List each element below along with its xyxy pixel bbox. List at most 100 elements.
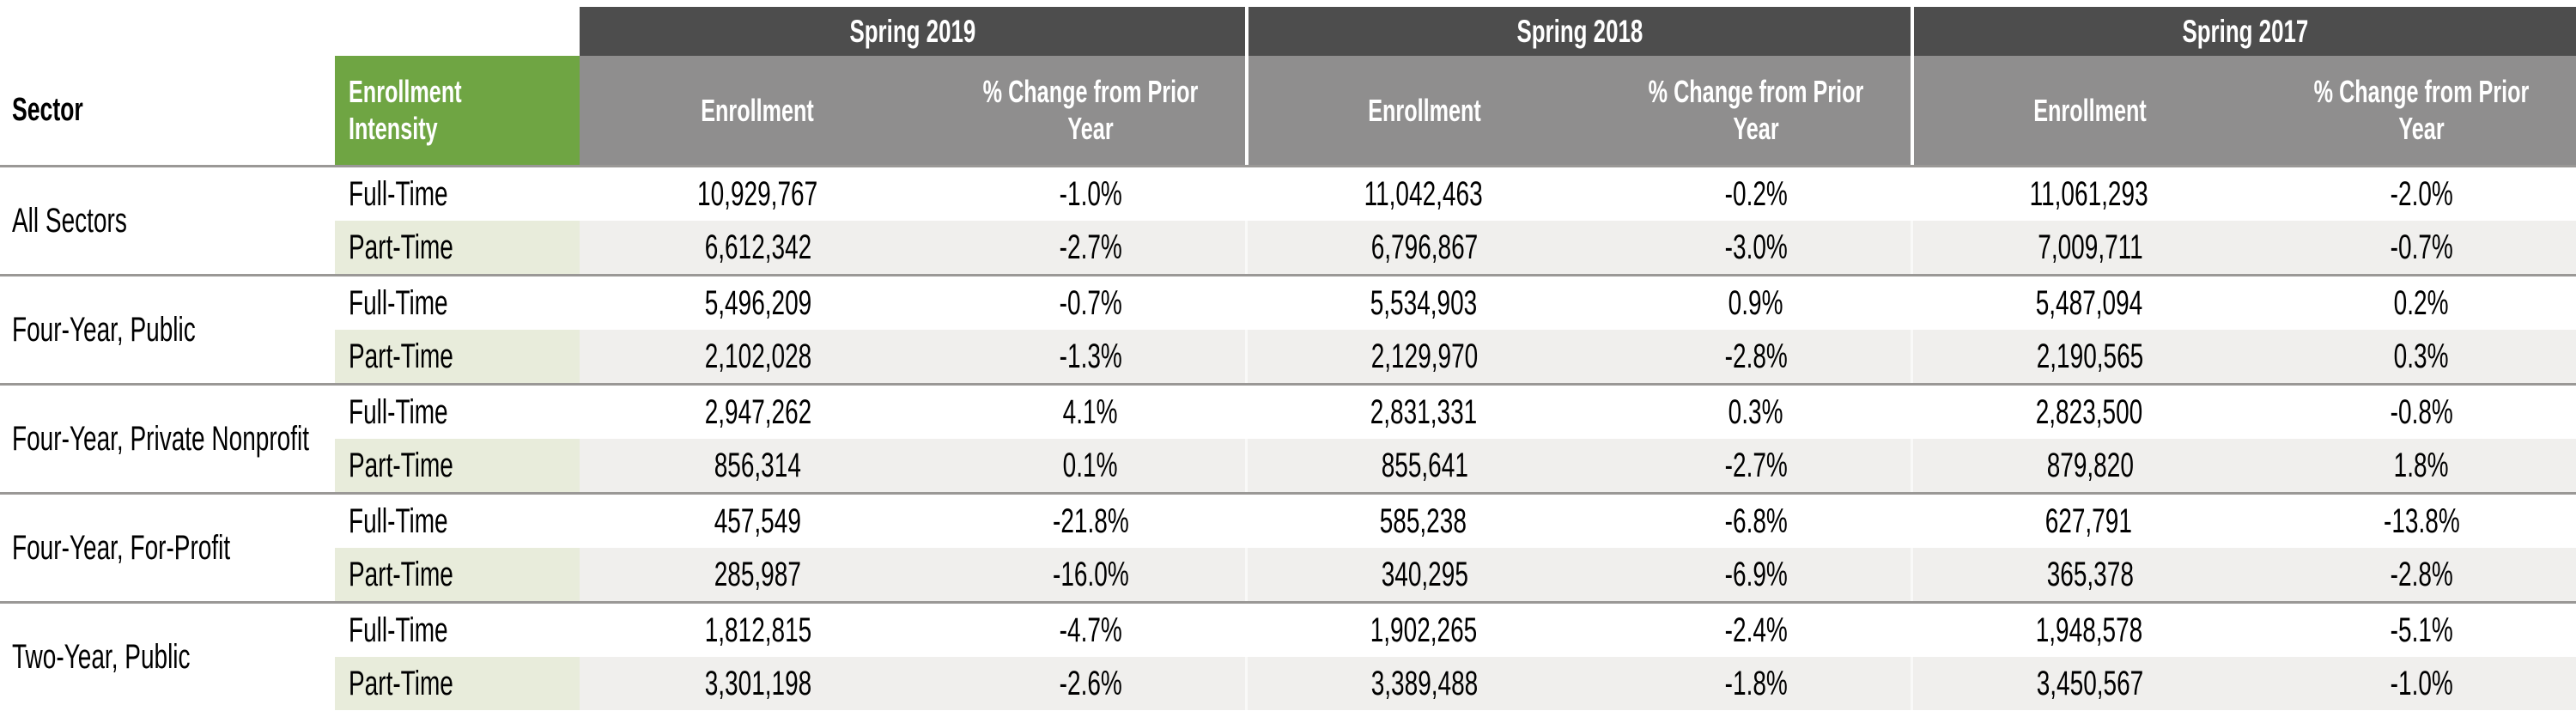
enrollment-value-cell: 2,823,500: [2035, 392, 2142, 431]
enrollment-value-cell: 5,496,209: [704, 283, 811, 322]
sector-name-cell: Four-Year, Public: [0, 276, 335, 383]
pct-change-header-2019: % Change from Prior Year: [936, 56, 1245, 165]
enrollment-value-cell: 2,102,028: [580, 330, 936, 383]
pct-change-value-cell: -0.7%: [1059, 283, 1122, 322]
header-spacer: [0, 7, 580, 56]
sector-name-cell: Two-Year, Public: [0, 604, 335, 710]
pct-change-value-cell: 4.1%: [1063, 392, 1118, 431]
pct-change-value-cell: -1.8%: [1601, 657, 1911, 710]
enrollment-value-cell: 457,549: [714, 501, 802, 540]
group-separator: [0, 274, 2576, 276]
intensity-cell-part-time: Part-Time: [335, 330, 580, 383]
intensity-cell-part-time: Part-Time: [335, 221, 580, 274]
intensity-cell-full-time: Full-Time: [349, 283, 448, 322]
group-separator: [0, 601, 2576, 604]
enrollment-value-cell: 1,948,578: [2035, 611, 2142, 649]
year-label: Spring 2019: [849, 13, 975, 49]
enrollment-value-cell: 1,812,815: [704, 611, 811, 649]
year-header-spring-2017: Spring 2017: [1911, 7, 2576, 56]
pct-change-value-cell: -3.0%: [1601, 221, 1911, 274]
sector-name-cell: All Sectors: [0, 167, 335, 274]
sector-name-cell: Four-Year, Private Nonprofit: [0, 386, 335, 492]
pct-change-value-cell: -2.0%: [2390, 174, 2453, 213]
pct-change-value-cell: 0.2%: [2394, 283, 2449, 322]
sector-group-all-sectors: All Sectors Full-Time 10,929,767 -1.0% 1…: [0, 167, 2576, 274]
enrollment-intensity-column-header: Enrollment Intensity: [335, 56, 580, 165]
year-header-row: Spring 2019 Spring 2018 Spring 2017: [0, 7, 2576, 56]
pct-change-value-cell: -0.2%: [1724, 174, 1788, 213]
enrollment-value-cell: 285,987: [580, 548, 936, 601]
year-label: Spring 2017: [2182, 13, 2308, 49]
enrollment-value-cell: 879,820: [1911, 439, 2267, 492]
group-separator: [0, 492, 2576, 495]
pct-change-header-2018: % Change from Prior Year: [1601, 56, 1911, 165]
enrollment-header-2017: Enrollment: [1911, 56, 2267, 165]
sector-column-header: Sector: [0, 56, 335, 165]
pct-change-value-cell: -1.0%: [2267, 657, 2576, 710]
enrollment-value-cell: 2,831,331: [1370, 392, 1477, 431]
pct-change-value-cell: -21.8%: [1052, 501, 1129, 540]
sector-name: Two-Year, Public: [12, 637, 191, 676]
sector-name: All Sectors: [12, 201, 127, 240]
pct-change-value-cell: -2.6%: [936, 657, 1245, 710]
pct-change-value-cell: -2.7%: [936, 221, 1245, 274]
enrollment-value-cell: 11,042,463: [1364, 174, 1483, 213]
column-header-row: Sector Enrollment Intensity Enrollment %…: [0, 56, 2576, 165]
enrollment-value-cell: 6,796,867: [1245, 221, 1601, 274]
enrollment-value-cell: 10,929,767: [697, 174, 818, 213]
enrollment-value-cell: 855,641: [1245, 439, 1601, 492]
year-header-spring-2019: Spring 2019: [580, 7, 1245, 56]
sector-group-two-year-public: Two-Year, Public Full-Time 1,812,815 -4.…: [0, 604, 2576, 710]
pct-change-value-cell: 0.3%: [1728, 392, 1783, 431]
sector-name: Four-Year, Private Nonprofit: [12, 419, 310, 458]
pct-change-value-cell: -1.0%: [1059, 174, 1122, 213]
intensity-cell-full-time: Full-Time: [349, 174, 448, 213]
pct-change-value-cell: -16.0%: [936, 548, 1245, 601]
pct-change-value-cell: 0.3%: [2267, 330, 2576, 383]
pct-change-header-2017: % Change from Prior Year: [2267, 56, 2576, 165]
enrollment-header-2018: Enrollment: [1245, 56, 1601, 165]
pct-change-value-cell: -1.3%: [936, 330, 1245, 383]
enrollment-value-cell: 11,061,293: [2029, 174, 2148, 213]
intensity-cell-part-time: Part-Time: [335, 548, 580, 601]
enrollment-value-cell: 856,314: [580, 439, 936, 492]
enrollment-value-cell: 1,902,265: [1370, 611, 1477, 649]
pct-change-value-cell: 0.9%: [1728, 283, 1783, 322]
enrollment-header-2019: Enrollment: [580, 56, 936, 165]
pct-change-value-cell: -2.8%: [1601, 330, 1911, 383]
header-separator: [0, 165, 2576, 167]
enrollment-value-cell: 5,487,094: [2035, 283, 2142, 322]
year-header-spring-2018: Spring 2018: [1245, 7, 1911, 56]
enrollment-value-cell: 2,129,970: [1245, 330, 1601, 383]
pct-change-value-cell: 1.8%: [2267, 439, 2576, 492]
pct-change-value-cell: -4.7%: [1059, 611, 1122, 649]
year-label: Spring 2018: [1516, 13, 1643, 49]
pct-change-value-cell: -2.8%: [2267, 548, 2576, 601]
enrollment-value-cell: 340,295: [1245, 548, 1601, 601]
enrollment-value-cell: 365,378: [1911, 548, 2267, 601]
enrollment-value-cell: 7,009,711: [1911, 221, 2267, 274]
pct-change-value-cell: -13.8%: [2383, 501, 2460, 540]
pct-change-value-cell: -6.8%: [1724, 501, 1788, 540]
sector-name: Four-Year, For-Profit: [12, 528, 231, 567]
intensity-cell-part-time: Part-Time: [335, 439, 580, 492]
enrollment-value-cell: 2,947,262: [704, 392, 811, 431]
group-separator: [0, 383, 2576, 386]
enrollment-value-cell: 627,791: [2044, 501, 2133, 540]
pct-change-value-cell: -5.1%: [2390, 611, 2453, 649]
pct-change-value-cell: -0.7%: [2267, 221, 2576, 274]
intensity-cell-part-time: Part-Time: [335, 657, 580, 710]
pct-change-value-cell: -0.8%: [2390, 392, 2453, 431]
enrollment-value-cell: 585,238: [1379, 501, 1467, 540]
enrollment-value-cell: 3,301,198: [580, 657, 936, 710]
intensity-cell-full-time: Full-Time: [349, 611, 448, 649]
enrollment-value-cell: 3,450,567: [1911, 657, 2267, 710]
pct-change-value-cell: -2.4%: [1724, 611, 1788, 649]
enrollment-value-cell: 3,389,488: [1245, 657, 1601, 710]
enrollment-value-cell: 6,612,342: [580, 221, 936, 274]
sector-name-cell: Four-Year, For-Profit: [0, 495, 335, 601]
sector-group-four-year-for-profit: Four-Year, For-Profit Full-Time 457,549 …: [0, 495, 2576, 601]
sector-group-four-year-private-nonprofit: Four-Year, Private Nonprofit Full-Time 2…: [0, 386, 2576, 492]
enrollment-value-cell: 2,190,565: [1911, 330, 2267, 383]
